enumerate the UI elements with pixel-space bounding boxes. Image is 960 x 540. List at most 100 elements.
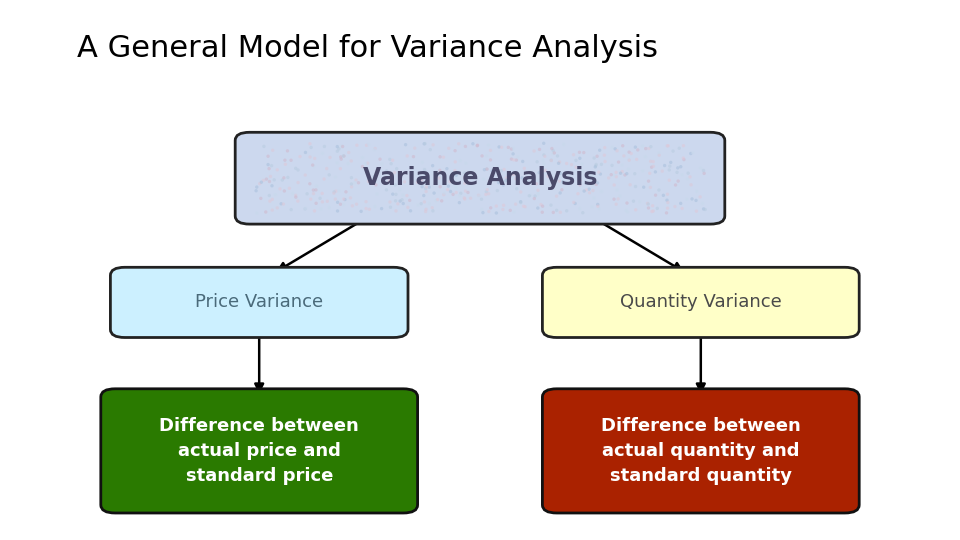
Point — [481, 190, 496, 198]
Point — [537, 151, 552, 159]
Point — [275, 176, 290, 184]
Point — [506, 144, 521, 153]
Point — [355, 162, 371, 171]
Point — [623, 149, 638, 158]
Point — [349, 141, 365, 150]
Point — [253, 178, 269, 186]
Point — [670, 177, 685, 185]
Point — [306, 162, 322, 171]
Point — [469, 141, 485, 150]
Point — [637, 152, 653, 161]
Point — [513, 198, 528, 206]
Point — [504, 155, 519, 164]
Point — [695, 199, 710, 208]
Point — [582, 185, 597, 193]
Point — [543, 156, 559, 165]
Point — [519, 176, 535, 185]
Point — [249, 186, 264, 195]
Point — [586, 180, 601, 189]
Point — [568, 163, 584, 172]
Point — [336, 152, 351, 160]
Point — [589, 152, 605, 160]
Point — [270, 166, 285, 174]
Point — [283, 156, 299, 165]
Point — [440, 164, 455, 173]
Point — [452, 198, 468, 207]
Point — [621, 156, 636, 165]
Point — [327, 195, 343, 204]
Point — [397, 140, 413, 149]
Point — [322, 171, 337, 179]
Point — [585, 202, 600, 211]
Point — [516, 202, 531, 211]
Point — [555, 178, 570, 186]
Point — [276, 187, 292, 195]
Point — [443, 177, 458, 186]
Point — [597, 143, 612, 152]
Text: Price Variance: Price Variance — [195, 293, 324, 312]
Point — [550, 152, 565, 160]
Point — [605, 143, 620, 152]
Point — [344, 180, 359, 188]
Point — [261, 164, 276, 173]
Point — [395, 195, 410, 204]
FancyBboxPatch shape — [542, 267, 859, 338]
Point — [618, 206, 634, 214]
Point — [544, 144, 560, 153]
Point — [358, 204, 373, 213]
Point — [496, 165, 512, 174]
Point — [360, 159, 375, 167]
Point — [588, 161, 604, 170]
Point — [253, 194, 269, 202]
Point — [457, 168, 472, 177]
Point — [622, 180, 637, 189]
Point — [276, 200, 291, 208]
Point — [403, 206, 419, 215]
Point — [419, 183, 434, 191]
Point — [661, 176, 677, 185]
Point — [501, 143, 516, 152]
Point — [536, 156, 551, 165]
Point — [262, 177, 277, 186]
Point — [614, 167, 630, 176]
Point — [270, 204, 285, 212]
Point — [355, 153, 371, 162]
Point — [611, 158, 626, 166]
Point — [675, 170, 690, 179]
Point — [350, 178, 366, 187]
Point — [374, 204, 390, 213]
FancyBboxPatch shape — [101, 389, 418, 513]
Point — [329, 158, 345, 167]
Point — [474, 152, 490, 160]
Point — [646, 162, 661, 171]
Point — [673, 163, 688, 171]
Point — [644, 163, 660, 172]
Point — [536, 139, 551, 147]
Point — [336, 152, 351, 160]
Point — [517, 202, 533, 211]
Point — [457, 194, 472, 202]
Point — [267, 176, 282, 184]
Point — [553, 188, 568, 197]
Point — [672, 144, 687, 153]
Point — [640, 200, 656, 208]
Point — [510, 153, 525, 161]
Point — [551, 159, 566, 167]
Point — [660, 196, 675, 205]
Point — [543, 201, 559, 210]
Point — [513, 187, 528, 196]
Point — [549, 192, 564, 200]
Point — [312, 194, 327, 202]
FancyBboxPatch shape — [542, 389, 859, 513]
Point — [441, 144, 456, 153]
Point — [362, 205, 377, 214]
Point — [382, 198, 397, 206]
Point — [575, 208, 590, 217]
Point — [417, 198, 432, 206]
Point — [526, 147, 541, 156]
Point — [385, 156, 400, 165]
Point — [607, 181, 622, 190]
Point — [670, 164, 685, 172]
Point — [645, 201, 660, 210]
Point — [621, 148, 636, 157]
